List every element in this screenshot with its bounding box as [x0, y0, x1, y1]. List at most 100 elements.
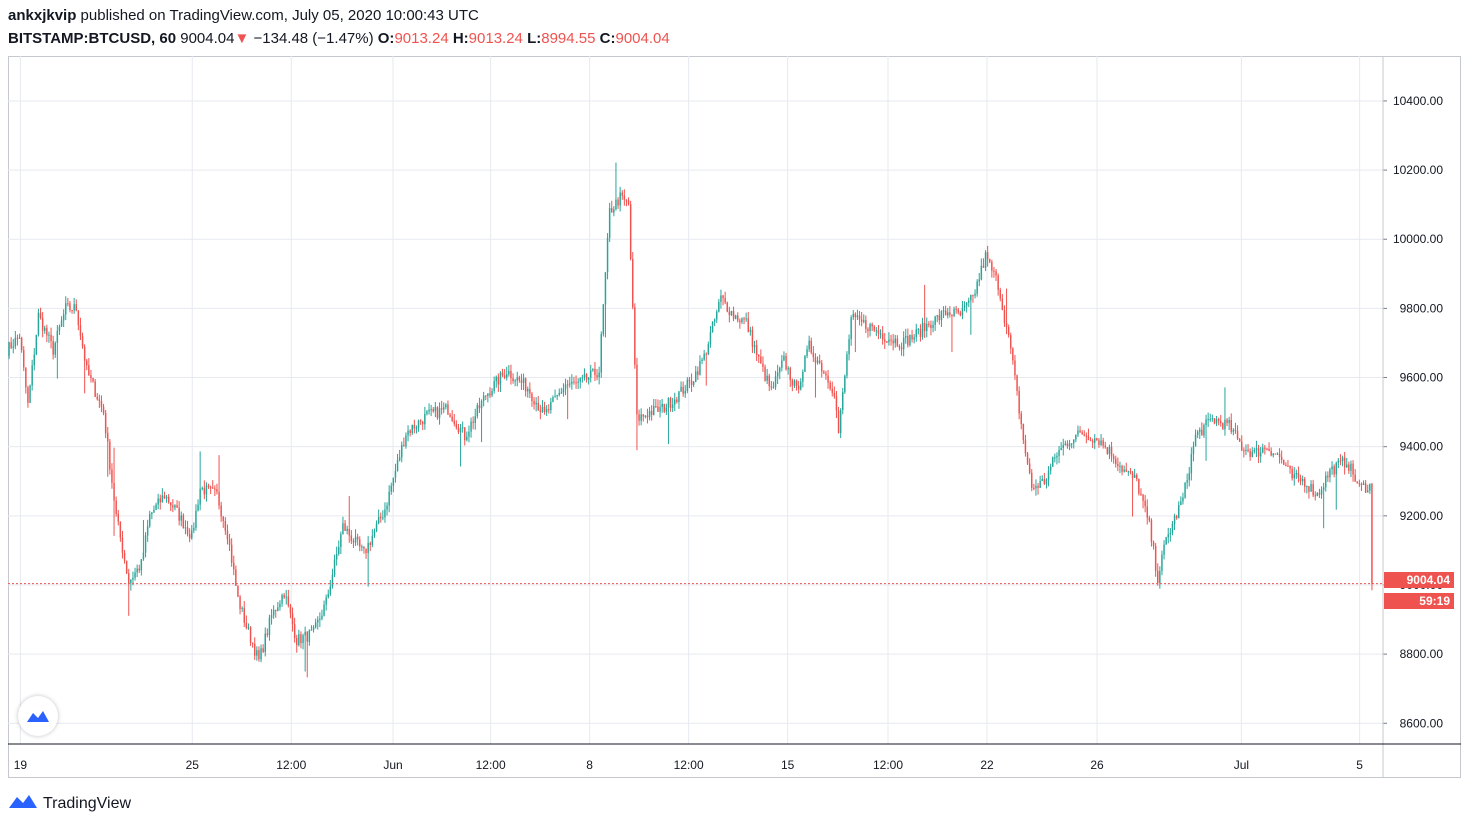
- candle-body: [1245, 449, 1247, 452]
- candle-body: [27, 387, 29, 403]
- candle-body: [577, 381, 579, 383]
- candle-body: [398, 457, 401, 461]
- candle-body: [1318, 493, 1321, 495]
- candle-body: [598, 372, 600, 378]
- candle-body: [634, 307, 636, 365]
- candle-body: [678, 391, 680, 403]
- candle-body: [573, 381, 575, 383]
- candle-body: [909, 335, 911, 346]
- candle-body: [1091, 440, 1094, 443]
- candle-body: [1337, 460, 1340, 463]
- candle-body: [1108, 447, 1111, 454]
- candle-body: [755, 345, 758, 356]
- candle-body: [449, 414, 451, 417]
- candle-body: [560, 392, 563, 394]
- candle-body: [791, 380, 794, 386]
- candle-body: [1125, 469, 1127, 472]
- candle-body: [1148, 517, 1151, 521]
- candle-body: [974, 293, 976, 296]
- candle-body: [1209, 418, 1211, 420]
- candle-body: [569, 383, 571, 385]
- candle-body: [1075, 434, 1077, 440]
- candle-body: [243, 607, 245, 623]
- candle-body: [867, 328, 869, 332]
- candle-body: [926, 323, 928, 332]
- candle-body: [392, 477, 395, 486]
- candle-body: [1112, 456, 1115, 459]
- candle-body: [1255, 448, 1258, 451]
- candle-body: [638, 414, 640, 421]
- candle-body: [1199, 429, 1201, 432]
- candle-body: [102, 406, 105, 414]
- candle-body: [797, 385, 800, 390]
- candle-body: [688, 379, 691, 381]
- candle-body: [590, 370, 592, 378]
- x-tick-label: 12:00: [476, 758, 506, 772]
- candle-body: [174, 505, 176, 508]
- candle-body: [600, 334, 602, 373]
- brand-name: TradingView: [43, 794, 132, 812]
- candle-body: [23, 350, 25, 368]
- candle-body: [627, 200, 630, 205]
- candle-body: [226, 530, 229, 540]
- candle-body: [734, 315, 737, 319]
- candle-body: [482, 395, 485, 401]
- candle-body: [163, 495, 166, 499]
- candle-body: [1180, 501, 1182, 506]
- candle-body: [96, 396, 98, 400]
- candle-body: [308, 630, 311, 642]
- candle-body: [871, 324, 873, 327]
- candle-body: [913, 337, 915, 340]
- y-tick-label: 9800.00: [1400, 301, 1444, 315]
- y-tick-label: 8600.00: [1400, 716, 1444, 730]
- candle-body: [902, 337, 905, 350]
- candle-body: [556, 394, 558, 397]
- y-tick-label: 8800.00: [1400, 647, 1444, 661]
- tradingview-watermark[interactable]: [18, 696, 58, 736]
- candle-body: [508, 371, 510, 375]
- candle-body: [306, 631, 308, 642]
- candle-body: [957, 309, 959, 313]
- y-tick-label: 10400.00: [1393, 94, 1443, 108]
- candle-body: [978, 279, 980, 282]
- candle-body: [1316, 493, 1319, 497]
- candle-body: [146, 526, 149, 536]
- candle-body: [298, 634, 300, 646]
- candle-body: [743, 318, 745, 320]
- candle-body: [831, 388, 833, 393]
- candle-body: [438, 408, 441, 419]
- candle-body: [1367, 490, 1369, 493]
- candle-body: [510, 371, 512, 379]
- candle-body: [1127, 471, 1130, 473]
- footer-brand[interactable]: TradingView: [8, 792, 131, 815]
- candle-body: [296, 638, 298, 646]
- candle-body: [640, 414, 642, 421]
- candle-body: [516, 377, 518, 381]
- candle-body: [779, 367, 781, 373]
- candle-body: [201, 487, 203, 489]
- candle-body: [428, 409, 430, 412]
- candle-body: [71, 309, 73, 311]
- candle-body: [596, 375, 598, 378]
- candlestick-chart[interactable]: 8600.008800.009000.009200.009400.009600.…: [8, 56, 1461, 778]
- candle-body: [1356, 481, 1358, 484]
- candle-body: [113, 482, 115, 501]
- candle-body: [100, 400, 103, 407]
- candle-body: [1226, 419, 1228, 424]
- candle-body: [422, 421, 424, 425]
- candle-body: [375, 523, 378, 531]
- candle-body: [319, 618, 321, 620]
- candle-body: [829, 382, 831, 389]
- candle-body: [972, 295, 974, 297]
- candle-body: [959, 312, 962, 316]
- y-tick-label: 9600.00: [1400, 371, 1444, 385]
- candle-body: [669, 398, 672, 408]
- candle-body: [312, 627, 315, 630]
- candle-body: [1362, 483, 1365, 485]
- candle-body: [279, 603, 281, 608]
- candle-body: [251, 642, 254, 644]
- candle-body: [787, 367, 789, 370]
- candle-body: [1129, 471, 1132, 473]
- candle-body: [1306, 486, 1308, 488]
- candle-body: [394, 470, 397, 478]
